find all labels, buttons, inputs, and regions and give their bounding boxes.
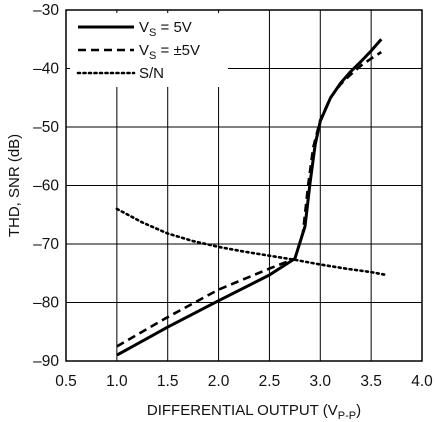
series-line-3 bbox=[115, 207, 388, 277]
legend-label-sub: S bbox=[149, 27, 156, 39]
x-tick-label: 2.5 bbox=[259, 373, 281, 390]
x-axis-label-close: ) bbox=[356, 402, 361, 419]
y-tick-label: –70 bbox=[33, 236, 59, 253]
x-axis-label-sub: P-P bbox=[338, 410, 356, 422]
y-tick-label: –40 bbox=[33, 61, 59, 78]
series-line-2 bbox=[116, 51, 382, 348]
x-tick-label: 1.5 bbox=[157, 373, 179, 390]
x-tick-label: 0.5 bbox=[55, 373, 77, 390]
y-tick-labels: –90 –80 –70 –60 –50 –40 –30 bbox=[33, 2, 59, 370]
y-tick-label: –60 bbox=[33, 178, 59, 195]
legend-label-main: V bbox=[139, 19, 149, 36]
grid bbox=[65, 9, 423, 362]
x-tick-label: 1.0 bbox=[106, 373, 128, 390]
legend-label-sub: S bbox=[149, 50, 156, 62]
legend-label-rest: = 5V bbox=[156, 19, 191, 36]
y-tick-label: –50 bbox=[33, 119, 59, 136]
x-tick-label: 2.0 bbox=[208, 373, 230, 390]
legend-label-3: S/N bbox=[139, 65, 164, 82]
legend-label-rest: = ±5V bbox=[156, 42, 200, 59]
y-tick-label: –80 bbox=[33, 295, 59, 312]
x-axis-label: DIFFERENTIAL OUTPUT (VP-P) bbox=[147, 402, 361, 422]
x-tick-label: 3.0 bbox=[310, 373, 332, 390]
plot-frame bbox=[65, 9, 423, 362]
legend-label-1: VS = 5V bbox=[139, 19, 192, 39]
x-tick-label: 3.5 bbox=[360, 373, 382, 390]
legend-label-main: V bbox=[139, 42, 149, 59]
y-tick-label: –30 bbox=[33, 2, 59, 19]
y-axis-label: THD, SNR (dB) bbox=[6, 134, 23, 237]
legend-label-main: S/N bbox=[139, 65, 164, 82]
plot-lines bbox=[115, 38, 388, 357]
x-axis-label-main: DIFFERENTIAL OUTPUT (V bbox=[147, 402, 338, 419]
legend-label-2: VS = ±5V bbox=[139, 42, 200, 62]
x-tick-label: 4.0 bbox=[411, 373, 433, 390]
y-tick-label: –90 bbox=[33, 353, 59, 370]
x-tick-labels: 0.5 1.0 1.5 2.0 2.5 3.0 3.5 4.0 bbox=[55, 373, 433, 390]
